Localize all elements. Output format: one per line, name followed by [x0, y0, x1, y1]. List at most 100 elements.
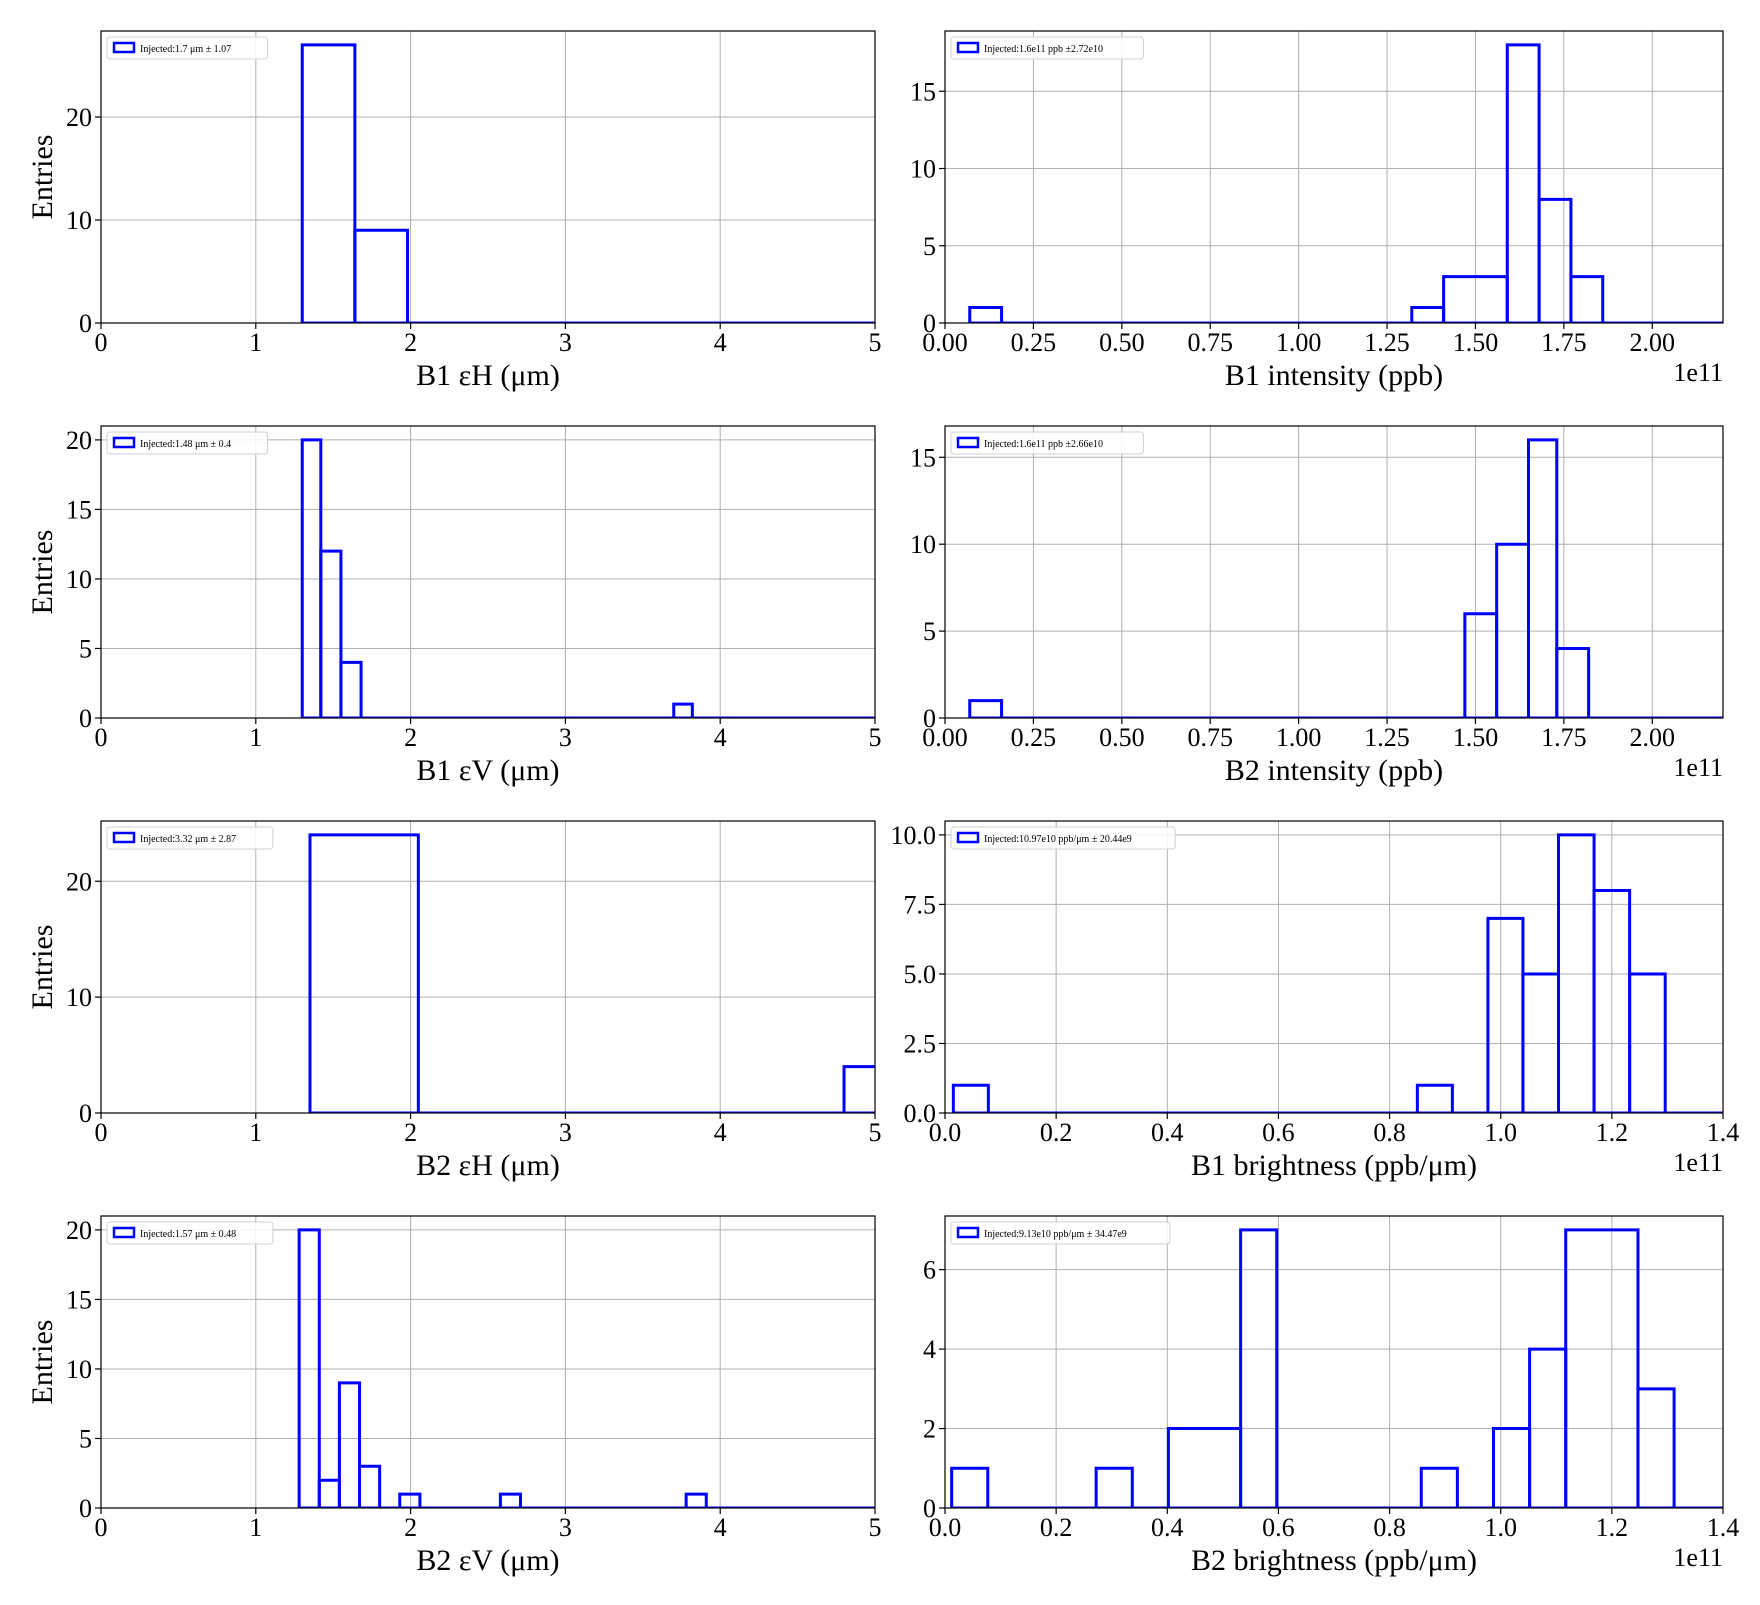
- histogram-bin: [1569, 275, 1605, 323]
- histogram-bin: [1166, 1427, 1243, 1508]
- x-tick-label: 1.50: [1453, 328, 1499, 357]
- histogram-bin: [672, 702, 694, 718]
- x-tick-label: 0.4: [1151, 1118, 1184, 1147]
- x-tick-label: 1.0: [1484, 1118, 1517, 1147]
- legend-label: Injected:1.6e11 ppb ±2.72e10: [984, 44, 1103, 55]
- x-tick-label: 4: [714, 328, 727, 357]
- legend: Injected:1.7 μm ± 1.07: [106, 36, 269, 60]
- y-tick-label: 15: [910, 77, 936, 106]
- y-tick-label: 0: [79, 704, 92, 733]
- histogram-bin: [1537, 197, 1573, 323]
- x-tick-label: 5: [869, 328, 882, 357]
- histogram-panel-2: 0.00 0.25 0.50 0.75 1.00 1.25 1.50 1.75 2.00 0 5 10…: [910, 30, 1724, 392]
- x-axis-label: B2 εV (μm): [416, 1544, 559, 1577]
- y-tick-label: 15: [66, 495, 92, 524]
- legend-label: Injected:10.97e10 ppb/μm ± 20.44e9: [984, 834, 1132, 845]
- x-axis-label: B1 brightness (ppb/μm): [1191, 1149, 1477, 1182]
- y-tick-label: 20: [66, 426, 92, 455]
- x-axis-label: B2 intensity (ppb): [1225, 754, 1443, 787]
- histogram-panel-4: 0.00 0.25 0.50 0.75 1.00 1.25 1.50 1.75 2.00 0 5 10…: [910, 425, 1724, 787]
- y-tick-label: 10: [66, 206, 92, 235]
- histogram-panel-5: 0 1 2 3 4 5 0 10 20 B2 εH (μm) Entries Injected:3.3…: [26, 820, 882, 1182]
- y-tick-label: 10: [66, 983, 92, 1012]
- x-tick-label: 5: [869, 1513, 882, 1542]
- legend: Injected:3.32 μm ± 2.87: [106, 826, 274, 850]
- legend-swatch: [956, 831, 980, 844]
- x-tick-label: 0.50: [1099, 723, 1145, 752]
- x-axis-label: B2 εH (μm): [416, 1149, 560, 1182]
- histogram-bin: [1505, 43, 1541, 323]
- axes-frame: [944, 425, 1724, 719]
- x-tick-label: 1.2: [1596, 1513, 1629, 1542]
- legend-box: [950, 431, 1144, 455]
- x-tick-label: 0.8: [1373, 1513, 1406, 1542]
- y-tick-label: 10.0: [891, 821, 937, 850]
- histogram-bars: [968, 43, 1723, 323]
- legend-swatch: [956, 1226, 980, 1239]
- y-tick-label: 10: [910, 530, 936, 559]
- x-tick-label: 1.00: [1276, 328, 1322, 357]
- legend-label: Injected:1.6e11 ppb ±2.66e10: [984, 439, 1103, 450]
- x-tick-label: 0.6: [1262, 1118, 1295, 1147]
- x-tick-label: 2: [404, 723, 417, 752]
- legend-box: [106, 36, 269, 60]
- histogram-bin: [951, 1083, 990, 1113]
- legend: Injected:9.13e10 ppb/μm ± 34.47e9: [950, 1221, 1171, 1245]
- x-tick-label: 1.25: [1364, 328, 1410, 357]
- axes-frame: [944, 30, 1724, 324]
- y-tick-label: 0: [79, 309, 92, 338]
- histogram-bin: [317, 1478, 341, 1508]
- y-tick-label: 0.0: [904, 1099, 937, 1128]
- histogram-bin: [353, 228, 410, 323]
- axes-frame: [100, 820, 876, 1114]
- x-tick-label: 3: [559, 1513, 572, 1542]
- x-tick-label: 0: [95, 1118, 108, 1147]
- legend-label: Injected:1.57 μm ± 0.48: [140, 1229, 236, 1240]
- legend-label: Injected:3.32 μm ± 2.87: [140, 834, 236, 845]
- histogram-bin: [300, 43, 357, 323]
- axes-frame: [944, 1215, 1724, 1509]
- x-tick-label: 0: [95, 723, 108, 752]
- x-axis-label: B1 εV (μm): [416, 754, 559, 787]
- x-tick-label: 0.8: [1373, 1118, 1406, 1147]
- y-tick-label: 10: [66, 1355, 92, 1384]
- y-tick-label: 0: [923, 704, 936, 733]
- x-tick-label: 0.0: [929, 1118, 962, 1147]
- histogram-bin: [398, 1492, 422, 1508]
- legend-box: [106, 826, 274, 850]
- x-tick-label: 0.00: [922, 723, 968, 752]
- histogram-panel-6: 0.0 0.2 0.4 0.6 0.8 1.0 1.2 1.4 0.0 2.5 5.0 7.5 10.0…: [891, 820, 1740, 1182]
- x-tick-label: 4: [714, 1513, 727, 1542]
- legend-swatch: [112, 831, 136, 844]
- histogram-bin: [308, 833, 420, 1113]
- histogram-panel-7: 0 1 2 3 4 5 0 5 10 15 20 B2 εV (μm) Entries Injected:…: [26, 1215, 882, 1577]
- y-axis-label: Entries: [26, 1320, 59, 1405]
- histogram-bin: [1564, 1228, 1640, 1508]
- y-tick-label: 5: [923, 617, 936, 646]
- histogram-bin: [1463, 612, 1499, 718]
- legend-swatch: [956, 436, 980, 449]
- x-tick-label: 1.4: [1707, 1513, 1740, 1542]
- y-tick-label: 20: [66, 867, 92, 896]
- legend-swatch: [112, 1226, 136, 1239]
- histogram-bin: [1628, 972, 1667, 1113]
- legend-box: [106, 431, 269, 455]
- x-offset-label: 1e11: [1673, 1148, 1723, 1177]
- x-tick-label: 1.4: [1707, 1118, 1740, 1147]
- histogram-bin: [1555, 646, 1591, 718]
- legend: Injected:1.6e11 ppb ±2.72e10: [950, 36, 1144, 60]
- x-tick-label: 0.75: [1187, 328, 1233, 357]
- histogram-panel-3: 0 1 2 3 4 5 0 5 10 15 20 B1 εV (μm) Entries Injected:…: [26, 425, 882, 787]
- y-tick-label: 7.5: [904, 890, 937, 919]
- x-tick-label: 0.6: [1262, 1513, 1295, 1542]
- histogram-bin: [1419, 1466, 1459, 1508]
- x-tick-label: 0.25: [1011, 328, 1057, 357]
- x-offset-label: 1e11: [1673, 1543, 1723, 1572]
- x-axis-label: B2 brightness (ppb/μm): [1191, 1544, 1477, 1577]
- x-tick-label: 0: [95, 328, 108, 357]
- x-axis-label: B1 intensity (ppb): [1225, 359, 1443, 392]
- y-tick-label: 15: [66, 1285, 92, 1314]
- histogram-panel-1: 0 1 2 3 4 5 0 10 20 B1 εH (μm) Entries Injected:1.7…: [26, 30, 882, 392]
- y-tick-label: 6: [923, 1256, 936, 1285]
- x-tick-label: 0.2: [1040, 1513, 1073, 1542]
